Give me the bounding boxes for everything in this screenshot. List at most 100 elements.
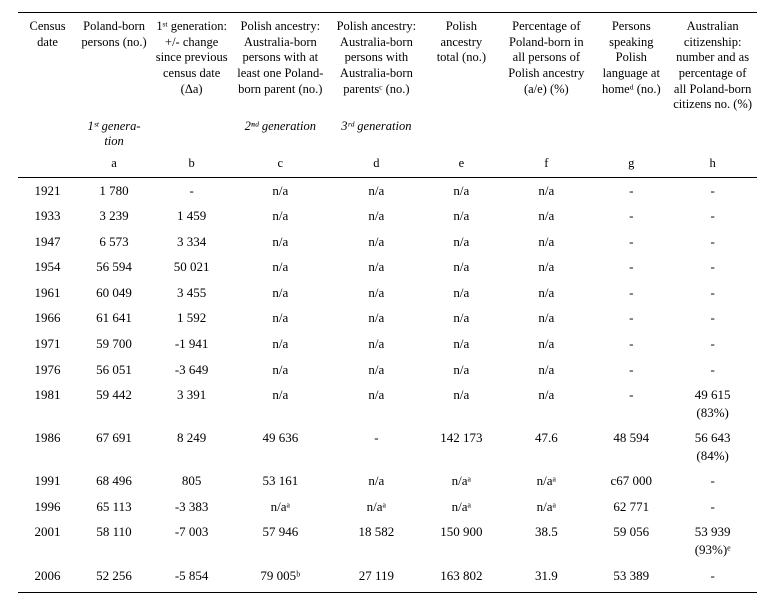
cell-d: n/a <box>328 254 424 280</box>
cell-d: n/a <box>328 177 424 203</box>
cell-h: - <box>668 468 757 494</box>
col-sub-g <box>594 117 668 153</box>
cell-d: n/a <box>328 229 424 255</box>
cell-b: -3 383 <box>151 494 232 520</box>
cell-g: 53 389 <box>594 563 668 593</box>
cell-date: 1991 <box>18 468 77 494</box>
cell-f: n/aᵃ <box>498 494 594 520</box>
col-letter-date <box>18 153 77 178</box>
cell-f: 47.6 <box>498 425 594 468</box>
cell-h: - <box>668 177 757 203</box>
cell-d: 18 582 <box>328 519 424 562</box>
col-header-a: Poland-born per­sons (no.) <box>77 13 151 117</box>
cell-f: n/a <box>498 382 594 425</box>
cell-e: n/a <box>424 177 498 203</box>
cell-a: 65 113 <box>77 494 151 520</box>
cell-date: 1947 <box>18 229 77 255</box>
cell-d: - <box>328 425 424 468</box>
table-row: 198667 6918 24949 636-142 17347.648 5945… <box>18 425 757 468</box>
col-header-h: Australian citizenship: number and as pe… <box>668 13 757 117</box>
cell-a: 52 256 <box>77 563 151 593</box>
col-header-e: Polish ancestry total (no.) <box>424 13 498 117</box>
cell-a: 6 573 <box>77 229 151 255</box>
cell-b: 8 249 <box>151 425 232 468</box>
cell-d: 27 119 <box>328 563 424 593</box>
cell-d: n/a <box>328 203 424 229</box>
col-letter-h: h <box>668 153 757 178</box>
table-row: 196160 0493 455n/an/an/an/a-- <box>18 280 757 306</box>
cell-b: 1 592 <box>151 305 232 331</box>
cell-h: - <box>668 357 757 383</box>
cell-date: 1921 <box>18 177 77 203</box>
cell-date: 2006 <box>18 563 77 593</box>
cell-g: - <box>594 331 668 357</box>
cell-a: 60 049 <box>77 280 151 306</box>
cell-b: -3 649 <box>151 357 232 383</box>
col-sub-date <box>18 117 77 153</box>
cell-b: 3 455 <box>151 280 232 306</box>
cell-f: n/a <box>498 357 594 383</box>
col-letter-e: e <box>424 153 498 178</box>
cell-a: 58 110 <box>77 519 151 562</box>
col-letter-c: c <box>232 153 328 178</box>
cell-e: 142 173 <box>424 425 498 468</box>
cell-c: 49 636 <box>232 425 328 468</box>
col-letter-d: d <box>328 153 424 178</box>
cell-g: - <box>594 229 668 255</box>
cell-c: n/a <box>232 382 328 425</box>
cell-h: - <box>668 331 757 357</box>
table-row: 19333 2391 459n/an/an/an/a-- <box>18 203 757 229</box>
cell-h: 56 643(84%) <box>668 425 757 468</box>
cell-e: n/a <box>424 305 498 331</box>
cell-e: n/a <box>424 331 498 357</box>
cell-date: 1981 <box>18 382 77 425</box>
cell-e: 163 802 <box>424 563 498 593</box>
col-header-d: Polish ances­try: Australia-born persons… <box>328 13 424 117</box>
cell-c: 53 161 <box>232 468 328 494</box>
cell-f: 31.9 <box>498 563 594 593</box>
cell-f: n/a <box>498 203 594 229</box>
cell-h: - <box>668 203 757 229</box>
cell-c: n/a <box>232 280 328 306</box>
cell-h: - <box>668 305 757 331</box>
col-header-f: Percentage of Poland-born in all persons… <box>498 13 594 117</box>
cell-date: 2001 <box>18 519 77 562</box>
cell-date: 1996 <box>18 494 77 520</box>
table-row: 197656 051-3 649n/an/an/an/a-- <box>18 357 757 383</box>
cell-b: 1 459 <box>151 203 232 229</box>
cell-c: n/aᵃ <box>232 494 328 520</box>
cell-f: n/a <box>498 177 594 203</box>
cell-b: 805 <box>151 468 232 494</box>
cell-c: n/a <box>232 357 328 383</box>
cell-g: 62 771 <box>594 494 668 520</box>
cell-date: 1966 <box>18 305 77 331</box>
table-row: 199665 113-3 383n/aᵃn/aᵃn/aᵃn/aᵃ62 771- <box>18 494 757 520</box>
cell-e: n/aᵃ <box>424 468 498 494</box>
col-sub-c: 2ⁿᵈ generation <box>232 117 328 153</box>
cell-g: - <box>594 203 668 229</box>
cell-g: - <box>594 382 668 425</box>
cell-f: n/a <box>498 280 594 306</box>
cell-a: 56 594 <box>77 254 151 280</box>
table-row: 199168 49680553 161n/an/aᵃn/aᵃc67 000- <box>18 468 757 494</box>
cell-c: n/a <box>232 229 328 255</box>
col-letter-b: b <box>151 153 232 178</box>
cell-c: n/a <box>232 305 328 331</box>
cell-e: n/a <box>424 382 498 425</box>
cell-a: 59 442 <box>77 382 151 425</box>
col-letter-a: a <box>77 153 151 178</box>
table-row: 195456 59450 021n/an/an/an/a-- <box>18 254 757 280</box>
col-sub-e <box>424 117 498 153</box>
col-header-c: Polish ances­try: Australia-born persons… <box>232 13 328 117</box>
cell-f: n/a <box>498 305 594 331</box>
cell-c: 57 946 <box>232 519 328 562</box>
col-sub-h <box>668 117 757 153</box>
cell-e: n/a <box>424 357 498 383</box>
cell-h: - <box>668 229 757 255</box>
cell-d: n/a <box>328 331 424 357</box>
cell-date: 1961 <box>18 280 77 306</box>
cell-e: n/aᵃ <box>424 494 498 520</box>
cell-b: 3 391 <box>151 382 232 425</box>
cell-g: - <box>594 280 668 306</box>
col-sub-b <box>151 117 232 153</box>
